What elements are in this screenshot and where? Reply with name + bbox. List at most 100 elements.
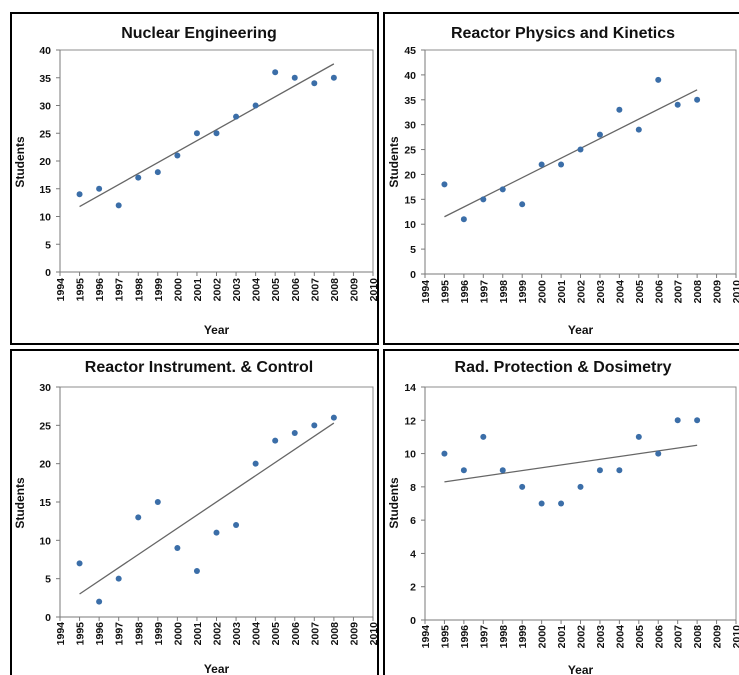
x-tick-label: 2006	[290, 622, 302, 646]
y-tick-label: 20	[39, 459, 51, 471]
data-point	[441, 181, 448, 188]
x-tick-label: 2005	[634, 280, 646, 304]
y-tick-label: 30	[39, 101, 51, 113]
x-tick-label: 2010	[368, 278, 379, 302]
x-tick-label: 1995	[439, 280, 451, 304]
x-tick-label: 2004	[251, 278, 263, 302]
x-tick-label: 1995	[75, 278, 87, 302]
data-point	[291, 74, 298, 81]
x-tick-label: 2001	[192, 622, 204, 646]
y-tick-label: 0	[410, 615, 416, 627]
y-tick-label: 0	[410, 269, 416, 281]
y-tick-label: 14	[404, 382, 416, 394]
data-point	[193, 130, 200, 137]
y-tick-label: 10	[404, 219, 416, 231]
data-point	[76, 191, 83, 198]
y-tick-label: 35	[39, 73, 51, 85]
data-point	[154, 169, 161, 176]
data-point	[115, 575, 122, 582]
x-tick-label: 1999	[153, 622, 165, 646]
x-tick-label: 2008	[329, 278, 341, 302]
data-point	[694, 417, 701, 424]
x-tick-label: 2001	[556, 625, 568, 649]
data-point	[558, 161, 565, 168]
data-point	[154, 499, 161, 505]
data-point	[519, 201, 526, 208]
chart-svg-rad-protection: Rad. Protection & Dosimetry 0 2 4 6 8 10 12 14 19…	[387, 359, 739, 675]
data-point	[616, 106, 623, 113]
x-tick-label: 2001	[192, 278, 204, 302]
x-tick-label: 1994	[420, 280, 432, 304]
data-point	[115, 202, 122, 209]
data-point	[272, 437, 279, 444]
data-point	[635, 433, 642, 440]
chart-title: Reactor Physics and Kinetics	[451, 25, 675, 42]
data-point	[272, 69, 279, 76]
data-point	[674, 101, 681, 108]
x-tick-label: 2007	[673, 625, 685, 649]
y-tick-label: 10	[404, 449, 416, 461]
x-axis-label: Year	[568, 663, 594, 675]
y-tick-label: 15	[39, 497, 51, 509]
x-tick-label: 1996	[459, 280, 471, 304]
chart-panel-reactor-instrument: Reactor Instrument. & Control 0 5 10 15 20 25 3…	[10, 349, 379, 675]
data-point	[538, 500, 545, 507]
x-tick-label: 1997	[478, 625, 490, 649]
data-point	[174, 152, 181, 159]
x-tick-label: 1994	[55, 622, 67, 646]
y-tick-label: 25	[39, 420, 51, 432]
chart-svg-reactor-physics: Reactor Physics and Kinetics 0 5 10 15 20 25 30…	[387, 25, 739, 337]
trend-line	[79, 422, 335, 595]
data-point	[96, 185, 103, 192]
x-tick-label: 2005	[270, 278, 282, 302]
y-axis-label: Students	[13, 477, 27, 529]
data-point	[174, 545, 181, 551]
y-tick-label: 40	[39, 45, 51, 57]
chart-panel-nuclear-engineering: Nuclear Engineering 0 5 10 15 20 25 30 35 40 1994 1…	[10, 12, 379, 345]
data-point	[655, 76, 662, 83]
x-tick-label: 2006	[290, 278, 302, 302]
data-point	[577, 146, 584, 153]
y-tick-label: 0	[45, 612, 51, 624]
x-tick-label: 2010	[731, 625, 739, 649]
x-tick-label: 1998	[133, 622, 145, 646]
y-tick-label: 30	[404, 120, 416, 132]
x-tick-label: 1997	[114, 278, 126, 302]
x-tick-label: 2007	[309, 622, 321, 646]
data-point	[135, 174, 142, 181]
x-tick-label: 1997	[478, 280, 490, 304]
data-point	[635, 126, 642, 133]
x-tick-label: 2008	[692, 625, 704, 649]
data-point	[596, 131, 603, 138]
x-tick-label: 2010	[368, 622, 379, 646]
y-tick-label: 15	[404, 194, 416, 206]
y-tick-label: 10	[39, 212, 51, 224]
y-tick-label: 2	[410, 582, 416, 594]
x-tick-label: 2000	[537, 625, 549, 649]
x-tick-label: 1995	[75, 622, 87, 646]
x-tick-label: 1996	[459, 625, 471, 649]
data-point	[193, 568, 200, 574]
x-tick-label: 2000	[172, 622, 184, 646]
y-tick-label: 25	[39, 128, 51, 140]
x-tick-label: 1998	[498, 280, 510, 304]
x-tick-label: 1996	[94, 622, 106, 646]
x-tick-label: 1994	[55, 278, 67, 302]
chart-title: Nuclear Engineering	[121, 25, 277, 42]
data-point	[291, 430, 298, 436]
x-tick-label: 2008	[329, 622, 341, 646]
data-point	[655, 450, 662, 457]
data-point	[330, 414, 337, 421]
x-tick-label: 1999	[517, 280, 529, 304]
data-point	[538, 161, 545, 168]
chart-svg-nuclear-engineering: Nuclear Engineering 0 5 10 15 20 25 30 35 40 1994 1…	[13, 25, 379, 337]
data-point	[460, 467, 467, 474]
plot-area-frame	[59, 49, 374, 273]
data-point	[233, 522, 240, 528]
x-tick-label: 2009	[348, 622, 360, 646]
data-point	[213, 130, 220, 137]
chart-title: Rad. Protection & Dosimetry	[455, 359, 672, 376]
data-point	[499, 467, 506, 474]
x-tick-label: 2005	[270, 622, 282, 646]
data-point	[311, 422, 318, 429]
